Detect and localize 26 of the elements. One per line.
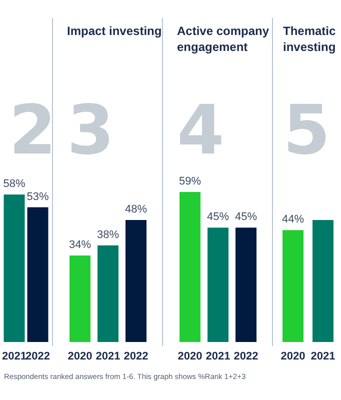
x-tick-label: 2021 (96, 350, 120, 362)
chart-subtitle: 5 (283, 92, 330, 170)
x-tick-label: 2021 (310, 350, 336, 362)
data-label: 45% (206, 211, 230, 224)
data-label: 34% (68, 239, 92, 252)
chart-subtitle: 2 (9, 92, 56, 170)
chart-subtitle: 3 (67, 92, 114, 170)
x-tick-label: 2021 (206, 350, 230, 362)
x-tick-label: 2021 (2, 350, 26, 362)
data-label: 48% (124, 203, 148, 216)
chart-title: Active company engagement (177, 24, 272, 54)
x-tick-label: 2020 (280, 350, 306, 362)
x-tick-label: 2022 (234, 350, 258, 362)
chart-subtitle: 4 (177, 92, 224, 170)
data-label: 59% (178, 176, 202, 188)
x-tick-label: 2022 (26, 350, 50, 362)
x-tick-label: 2020 (178, 350, 202, 362)
data-label: 44% (282, 214, 304, 226)
data-label: 53% (26, 190, 49, 203)
chart-title: Thematic investing (283, 24, 340, 54)
data-label: 45% (234, 211, 258, 224)
x-tick-label: 2020 (68, 350, 92, 362)
x-tick-label: 2022 (124, 350, 148, 362)
data-label: 58% (3, 178, 26, 190)
data-label: 38% (96, 228, 120, 241)
chart-title: Impact investing (67, 24, 162, 38)
